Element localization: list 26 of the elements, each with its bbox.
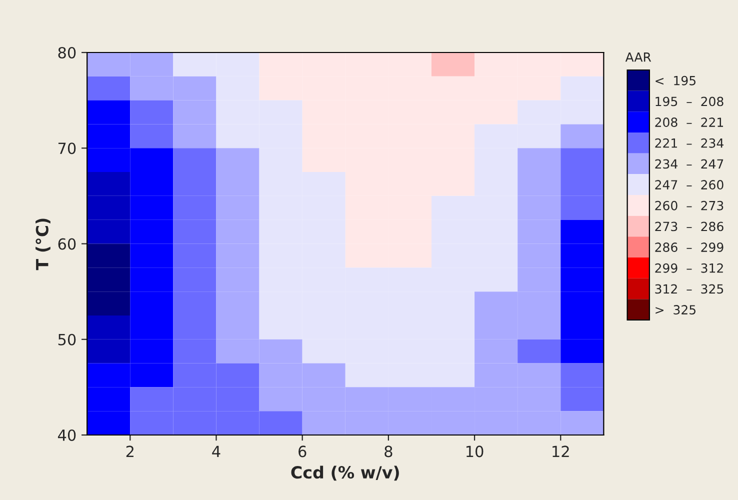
color-bar-label: 273 – 286 [655, 222, 724, 232]
y-tick-label: 70 [58, 142, 76, 154]
color-bar-label: < 195 [656, 76, 696, 86]
x-tick-label: 4 [212, 446, 220, 458]
color-bar-label: 286 – 299 [655, 242, 724, 252]
color-bar-label: 260 – 273 [655, 200, 724, 210]
color-bar-label: 208 – 221 [655, 118, 724, 128]
x-axis-title: Ccd (% w/v) [291, 466, 399, 481]
color-bar-label: 221 – 234 [655, 138, 724, 148]
y-tick-label: 60 [58, 238, 76, 250]
color-bar-label: 312 – 325 [655, 284, 724, 294]
x-tick-label: 12 [552, 446, 569, 458]
y-tick-label: 40 [58, 429, 76, 442]
color-bar-label: 195 – 208 [656, 96, 724, 106]
x-tick-label: 6 [298, 446, 306, 458]
color-bar-title: AAR [625, 52, 652, 62]
y-axis-title: T (°C) [36, 218, 50, 270]
color-bar-label: > 325 [656, 305, 696, 315]
color-bar-label: 234 – 247 [655, 159, 724, 169]
color-bar-label: 247 – 260 [655, 180, 724, 190]
y-tick-label: 80 [58, 46, 76, 59]
x-tick-label: 2 [126, 446, 134, 458]
color-bar-label: 299 – 312 [655, 263, 723, 273]
x-tick-label: 10 [466, 446, 484, 458]
y-tick-label: 50 [58, 334, 76, 346]
x-tick-label: 8 [384, 446, 392, 458]
